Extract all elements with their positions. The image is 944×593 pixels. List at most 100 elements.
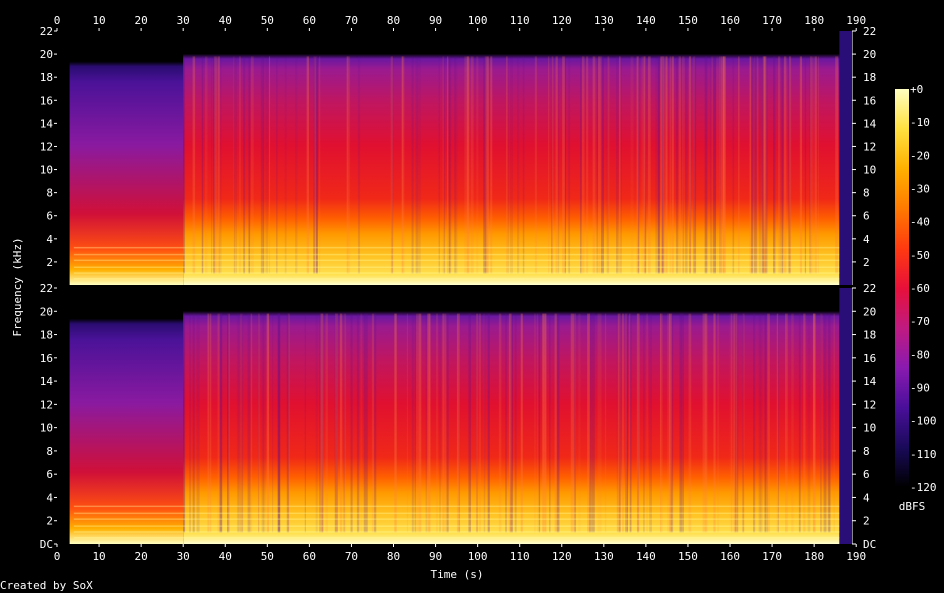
transient-streak — [671, 56, 674, 274]
transient-streak — [464, 56, 467, 274]
y-tick-label-right: 14 — [863, 117, 877, 130]
transient-streak — [394, 313, 397, 533]
transient-streak — [596, 56, 598, 274]
x-tick-label-bottom: 190 — [846, 550, 866, 563]
colorbar-tick-label: +0 — [910, 83, 923, 96]
colorbar-tick-label: -120 — [910, 481, 937, 494]
transient-streak — [250, 313, 253, 533]
transient-streak — [637, 56, 640, 274]
transient-streak — [347, 56, 351, 274]
transient-streak — [734, 313, 737, 533]
transient-streak — [783, 56, 787, 274]
transient-streak — [427, 313, 430, 533]
transient-streak — [716, 56, 718, 274]
transient-streak — [235, 56, 237, 274]
transient-streak — [800, 56, 803, 274]
y-tick-label-left: 6 — [46, 210, 53, 223]
y-tick-label-right: 4 — [863, 233, 870, 246]
credit-text: Created by SoX — [0, 579, 93, 592]
x-tick-label-top: 60 — [303, 14, 316, 27]
transient-streak — [442, 56, 444, 274]
colorbar-tick-label: -10 — [910, 116, 930, 129]
y-tick-label-left: 18 — [40, 71, 53, 84]
transient-streak — [812, 56, 815, 274]
x-tick-label-top: 40 — [219, 14, 232, 27]
transient-streak — [184, 56, 186, 274]
transient-streak — [599, 56, 602, 274]
y-tick-label-right: 6 — [863, 468, 870, 481]
x-tick-label-top: 100 — [468, 14, 488, 27]
transient-streak — [510, 56, 513, 274]
transient-streak — [228, 313, 230, 533]
transient-streak — [363, 313, 365, 533]
transient-streak — [189, 313, 191, 533]
transient-streak — [619, 56, 621, 274]
x-tick-label-bottom: 140 — [636, 550, 656, 563]
transient-streak — [678, 56, 681, 274]
y-tick-label-left: 18 — [40, 329, 53, 342]
transient-streak — [692, 56, 696, 274]
transient-streak — [688, 56, 692, 274]
transient-streak — [736, 313, 739, 533]
transient-streak — [756, 56, 759, 274]
transient-streak — [260, 56, 264, 274]
transient-streak — [807, 313, 811, 533]
transient-streak — [749, 56, 751, 274]
transient-streak — [538, 313, 541, 533]
transient-streak — [486, 56, 489, 274]
transient-streak — [248, 56, 251, 274]
transient-streak — [219, 313, 223, 533]
transient-streak — [265, 56, 269, 274]
transient-streak — [364, 313, 368, 533]
transient-streak — [268, 56, 271, 274]
transient-streak — [693, 56, 697, 274]
y-tick-label-right: 18 — [863, 71, 876, 84]
transient-streak — [507, 56, 509, 274]
transient-streak — [418, 313, 422, 533]
transient-streak — [597, 313, 601, 533]
transient-streak — [648, 56, 651, 274]
panel-right-edge — [852, 288, 853, 544]
transient-streak — [836, 56, 839, 274]
transient-streak — [798, 313, 801, 533]
transient-streak — [657, 56, 660, 274]
transient-streak — [581, 56, 585, 274]
transient-streak — [449, 56, 452, 274]
transient-streak — [520, 313, 524, 533]
transient-streak — [207, 313, 210, 533]
transient-streak — [824, 313, 827, 533]
y-tick-label-right: 20 — [863, 305, 876, 318]
x-tick-label-bottom: 130 — [594, 550, 614, 563]
transient-streak — [591, 313, 595, 533]
transient-streak — [227, 313, 230, 533]
transient-streak — [580, 56, 582, 274]
transient-streak — [360, 313, 363, 533]
transient-streak — [586, 56, 589, 274]
transient-streak — [510, 313, 513, 533]
transient-streak — [670, 313, 674, 533]
y-tick-label-right: 2 — [863, 256, 870, 269]
transient-streak — [773, 56, 776, 274]
transient-streak — [776, 313, 779, 533]
transient-streak — [742, 313, 745, 533]
transient-streak — [425, 313, 427, 533]
transient-streak — [649, 313, 652, 533]
transient-streak — [587, 313, 590, 533]
harmonic-line — [73, 278, 840, 280]
transient-streak — [346, 56, 349, 274]
x-tick-label-bottom: 50 — [261, 550, 274, 563]
y-tick-label-left: 2 — [46, 256, 53, 269]
transient-streak — [401, 56, 403, 274]
transient-streak — [791, 313, 795, 533]
transient-streak — [306, 56, 310, 274]
transient-streak — [636, 56, 639, 274]
spectral-region — [839, 288, 852, 544]
x-tick-label-bottom: 30 — [177, 550, 190, 563]
transient-streak — [435, 313, 439, 533]
x-tick-label-top: 160 — [720, 14, 740, 27]
transient-streak — [183, 313, 186, 533]
transient-streak — [665, 56, 668, 274]
spectrogram-panels — [57, 31, 853, 544]
y-tick-label-right: 12 — [863, 140, 876, 153]
